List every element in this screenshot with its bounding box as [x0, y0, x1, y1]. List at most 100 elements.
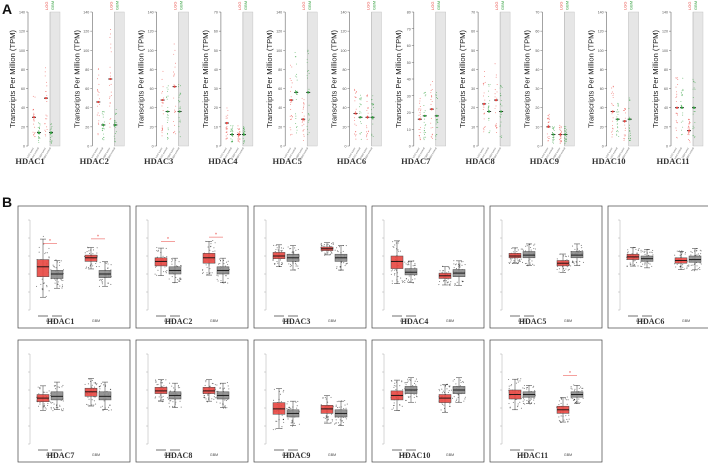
sample-dot [372, 123, 374, 125]
sample-dot [109, 122, 110, 124]
sample-dot [54, 408, 56, 410]
sample-dot [578, 387, 580, 389]
sample-dot [302, 120, 304, 122]
sample-dot [32, 95, 34, 97]
sample-dot [404, 382, 406, 384]
sample-dot [275, 420, 277, 422]
sample-dot [295, 263, 297, 265]
sample-dot [522, 249, 524, 251]
sample-dot [281, 262, 283, 264]
sample-dot [295, 264, 297, 266]
sample-dot [488, 105, 490, 107]
sample-dot [167, 137, 169, 138]
sample-dot [237, 137, 239, 139]
sample-dot [239, 135, 241, 137]
sample-dot [343, 407, 345, 410]
sample-dot [226, 399, 228, 402]
sample-dot [207, 394, 209, 396]
x-tick-label: GBM normal [686, 147, 696, 161]
sample-dot [100, 406, 102, 408]
sample-dot [101, 283, 103, 285]
sample-dot [55, 267, 57, 269]
sample-dot [398, 251, 400, 253]
sample-dot [675, 101, 677, 102]
sample-dot [652, 249, 654, 251]
sample-dot [566, 403, 568, 405]
sample-dot [169, 406, 171, 408]
sample-dot [488, 109, 490, 111]
sample-dot [646, 249, 648, 251]
sample-dot [174, 399, 176, 401]
sample-dot [62, 384, 64, 386]
sample-dot [50, 401, 52, 403]
x-tick-label: LGG tumor [91, 147, 100, 159]
legend-lgg: LGG [237, 2, 242, 10]
sample-dot [582, 261, 585, 263]
sample-dot [693, 127, 695, 129]
sample-dot [227, 133, 228, 135]
sample-dot [699, 268, 701, 271]
sample-dot [699, 267, 701, 269]
sample-dot [580, 386, 582, 388]
sample-dot [484, 126, 485, 128]
sample-dot [401, 281, 404, 283]
median-dot [628, 118, 631, 121]
sample-dot [170, 258, 173, 260]
sample-dot [162, 102, 164, 104]
sample-dot [216, 401, 218, 403]
sample-dot [302, 139, 304, 141]
sample-dot [55, 406, 57, 408]
sample-dot [49, 129, 51, 131]
sample-dot [440, 409, 442, 411]
y-axis-label: Transcripts Per Million (TPM) [265, 30, 274, 128]
x-tick-label: LGG normal [31, 147, 40, 160]
sample-dot [173, 97, 175, 99]
sample-dot [102, 125, 104, 127]
sample-dot [457, 394, 459, 396]
sample-dot [161, 396, 163, 398]
sample-dot [179, 107, 181, 109]
sample-dot [682, 89, 684, 91]
sample-dot [103, 121, 105, 123]
sample-dot [401, 280, 403, 282]
sample-dot [289, 407, 291, 409]
sample-dot [296, 93, 297, 95]
sample-dot [45, 90, 47, 92]
sample-dot [109, 105, 111, 107]
sample-dot [224, 399, 226, 401]
y-tick-label: 80 [278, 68, 282, 72]
sample-dot [393, 405, 395, 407]
sample-dot [94, 396, 96, 398]
sample-dot [39, 403, 41, 405]
sample-dot [371, 133, 373, 135]
sample-dot [46, 101, 48, 102]
sample-dot [692, 125, 694, 127]
tumor-box [36, 259, 50, 277]
sample-dot [627, 252, 629, 254]
sample-dot [558, 403, 560, 406]
sample-dot [232, 135, 234, 137]
sample-dot [324, 252, 326, 254]
x-tick-label: GBM normal [364, 147, 374, 161]
sample-dot [289, 115, 291, 117]
sample-dot [355, 124, 357, 126]
sample-dot [430, 84, 432, 86]
sample-dot [689, 121, 691, 123]
x-tick-label: GBM normal [43, 147, 53, 161]
sample-dot [44, 129, 46, 131]
sample-dot [483, 129, 485, 131]
sample-dot [460, 381, 462, 384]
sample-dot [548, 121, 550, 123]
sample-dot [500, 100, 502, 102]
legend-lgg: LGG [687, 2, 692, 10]
sample-dot [323, 417, 325, 419]
sample-dot [524, 263, 526, 265]
sample-dot [162, 86, 164, 88]
panel-b-label: B [2, 194, 12, 210]
sample-dot [612, 117, 614, 119]
x-tick-label: LGG tumor [284, 147, 293, 159]
sample-dot [91, 404, 93, 406]
sample-dot [559, 135, 561, 137]
normal-box [570, 251, 584, 259]
